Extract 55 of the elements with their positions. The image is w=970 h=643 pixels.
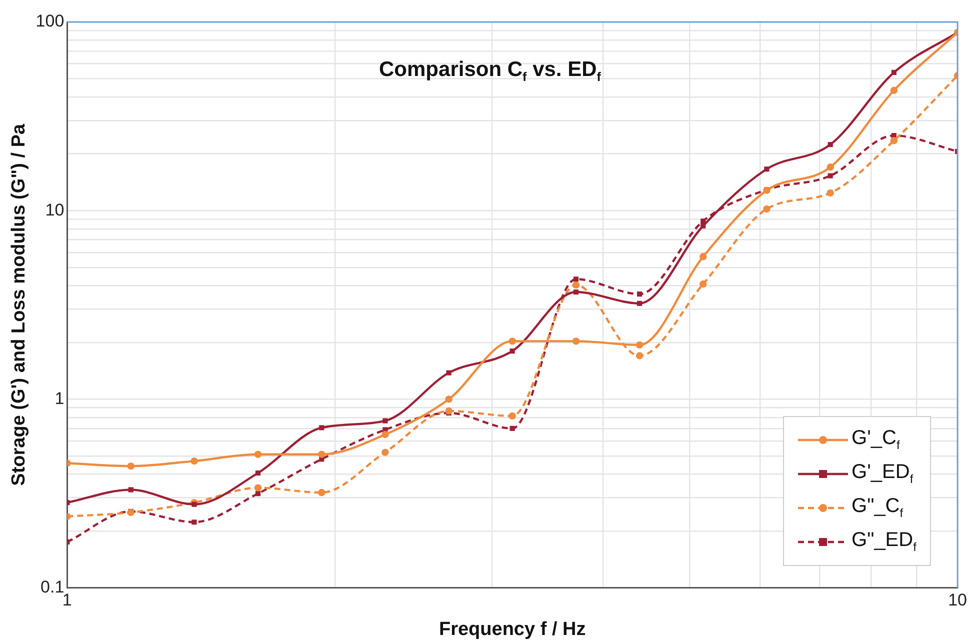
point xyxy=(573,289,579,295)
point xyxy=(700,223,706,228)
point xyxy=(637,292,642,297)
point xyxy=(700,218,706,224)
legend-label: G"_C$_{f}$ xyxy=(852,495,904,520)
point xyxy=(572,338,580,345)
point xyxy=(510,426,515,431)
point xyxy=(382,418,388,424)
legend-label: G'_ED$_{f}$ xyxy=(852,461,914,486)
point xyxy=(573,276,579,282)
point xyxy=(636,341,644,349)
y-tick-label: 0.1 xyxy=(40,577,64,596)
point xyxy=(445,396,452,403)
point xyxy=(828,173,833,178)
point xyxy=(255,470,261,476)
point xyxy=(700,280,707,288)
point xyxy=(891,70,896,76)
point xyxy=(192,520,197,525)
point xyxy=(510,348,515,354)
point xyxy=(890,137,898,144)
x-axis-title: Frequency f / Hz xyxy=(438,618,586,640)
legend-label: G'_C$_{f}$ xyxy=(852,427,900,452)
y-tick-label: 100 xyxy=(36,12,64,31)
point xyxy=(637,300,642,306)
point xyxy=(319,425,324,430)
text: Comparison C$_{f}$ vs. ED$_{f}$ xyxy=(378,58,602,84)
point xyxy=(763,205,770,213)
point xyxy=(127,462,134,470)
point xyxy=(192,502,197,507)
point xyxy=(127,508,134,516)
point xyxy=(508,412,516,420)
point xyxy=(572,281,580,289)
point xyxy=(828,142,833,148)
point xyxy=(190,457,198,465)
point xyxy=(700,253,707,260)
point xyxy=(318,488,326,496)
point xyxy=(382,448,389,456)
y-tick-label: 1 xyxy=(54,388,64,408)
point xyxy=(826,164,834,171)
point xyxy=(128,487,134,492)
point xyxy=(890,86,898,94)
point xyxy=(445,407,452,415)
legend-label: G"_ED$_{f}$ xyxy=(852,529,916,554)
y-axis-title: Storage (G') and Loss modulus (G") / Pa xyxy=(8,124,30,486)
point xyxy=(255,491,261,496)
point xyxy=(508,338,516,345)
point xyxy=(764,166,770,172)
point xyxy=(254,450,262,458)
point xyxy=(636,352,644,360)
y-tick-label: 10 xyxy=(45,200,64,220)
point xyxy=(826,189,834,197)
point xyxy=(382,430,389,438)
point xyxy=(318,450,326,458)
point xyxy=(446,370,452,376)
point xyxy=(254,484,262,492)
